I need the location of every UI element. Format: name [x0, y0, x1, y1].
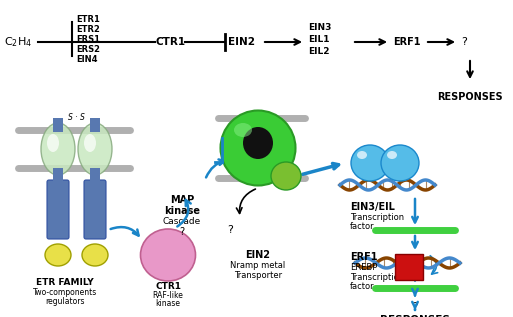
- Text: Transcription: Transcription: [350, 273, 404, 282]
- Bar: [90, 168, 100, 182]
- Text: ETR1: ETR1: [76, 16, 100, 24]
- Text: ERS2: ERS2: [76, 46, 100, 55]
- Text: kinase: kinase: [164, 206, 200, 216]
- FancyBboxPatch shape: [84, 180, 106, 239]
- Ellipse shape: [243, 127, 273, 159]
- Ellipse shape: [271, 162, 301, 190]
- Bar: [53, 118, 63, 132]
- Text: Two-components: Two-components: [33, 288, 97, 297]
- Text: ?: ?: [180, 227, 185, 237]
- Bar: [53, 168, 63, 182]
- Text: RESPONSES: RESPONSES: [380, 315, 450, 317]
- Text: ETR FAMILY: ETR FAMILY: [36, 278, 94, 287]
- Text: ERS1: ERS1: [76, 36, 100, 44]
- Ellipse shape: [45, 244, 71, 266]
- FancyBboxPatch shape: [47, 180, 69, 239]
- Ellipse shape: [351, 145, 389, 181]
- Text: EIL2: EIL2: [308, 48, 329, 56]
- Text: ETR2: ETR2: [76, 25, 100, 35]
- Text: EIL1: EIL1: [308, 36, 329, 44]
- Text: Transcription: Transcription: [350, 213, 404, 222]
- Ellipse shape: [221, 111, 295, 185]
- Ellipse shape: [141, 229, 195, 281]
- Text: kinase: kinase: [155, 299, 181, 308]
- Text: EIN2: EIN2: [228, 37, 255, 47]
- Bar: [395, 254, 423, 280]
- Text: ERF1: ERF1: [393, 37, 421, 47]
- Ellipse shape: [78, 123, 112, 175]
- Text: EIN3: EIN3: [308, 23, 331, 33]
- Text: RAF-like: RAF-like: [152, 291, 184, 300]
- Text: EIN2: EIN2: [246, 250, 270, 260]
- Text: Cascade: Cascade: [163, 217, 201, 227]
- Text: ?: ?: [461, 37, 467, 47]
- Text: ERF1: ERF1: [350, 252, 378, 262]
- Text: ?: ?: [227, 225, 233, 235]
- Text: RESPONSES: RESPONSES: [437, 92, 503, 102]
- Text: factor: factor: [350, 282, 374, 291]
- Text: Transporter: Transporter: [234, 271, 282, 280]
- Text: CTR1: CTR1: [155, 282, 181, 291]
- Ellipse shape: [84, 134, 96, 152]
- Text: factor: factor: [350, 222, 374, 231]
- Text: regulators: regulators: [45, 297, 85, 306]
- Ellipse shape: [82, 244, 108, 266]
- Ellipse shape: [381, 145, 419, 181]
- Ellipse shape: [387, 151, 397, 159]
- Text: C$_2$H$_4$: C$_2$H$_4$: [4, 35, 32, 49]
- Text: EREBP: EREBP: [350, 263, 378, 272]
- Text: CTR1: CTR1: [156, 37, 186, 47]
- Bar: [90, 118, 100, 132]
- Text: EIN4: EIN4: [76, 55, 97, 64]
- Text: MAP: MAP: [170, 195, 194, 205]
- Ellipse shape: [234, 123, 252, 137]
- Ellipse shape: [41, 123, 75, 175]
- Text: S · S: S · S: [68, 113, 85, 122]
- Ellipse shape: [357, 151, 367, 159]
- Ellipse shape: [47, 134, 59, 152]
- Text: ?: ?: [412, 302, 418, 312]
- Text: Nramp metal: Nramp metal: [230, 261, 286, 270]
- Text: EIN3/EIL: EIN3/EIL: [350, 202, 395, 212]
